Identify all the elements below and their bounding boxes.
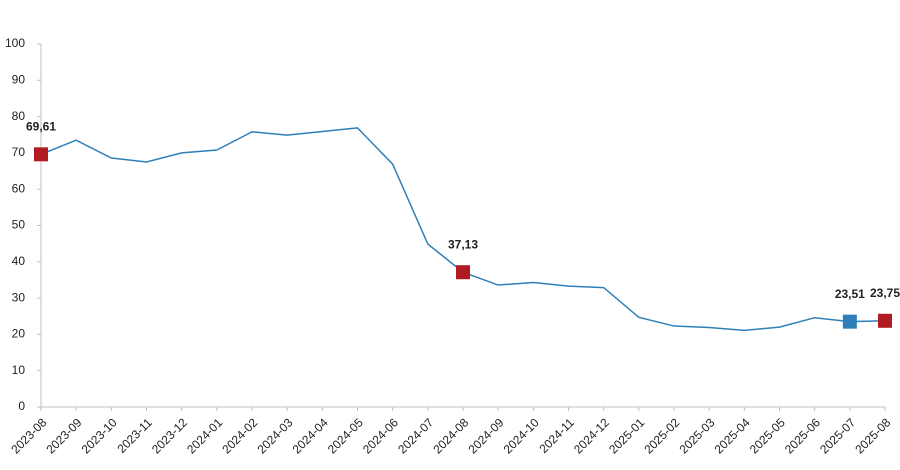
value-label: 23,75 (870, 286, 900, 300)
y-tick-label: 70 (12, 145, 26, 159)
y-tick-label: 50 (12, 218, 26, 232)
x-tick-label: 2025-08 (852, 415, 893, 456)
line (40, 127, 886, 332)
x-tick-label: 2024-04 (290, 415, 331, 456)
x-tick-label: 2024-10 (501, 415, 542, 456)
value-label: 23,51 (835, 287, 865, 301)
marker (456, 265, 470, 280)
x-tick-label: 2024-11 (536, 415, 577, 456)
y-tick-label: 40 (12, 254, 26, 268)
x-tick-label: 2025-02 (641, 415, 682, 456)
x-tick-label: 2023-12 (149, 415, 190, 456)
y-tick-label: 0 (18, 399, 25, 413)
y-tick-label: 80 (12, 109, 26, 123)
x-tick-label: 2024-01 (184, 415, 225, 456)
marker (878, 313, 892, 328)
y-tick-label: 10 (12, 363, 26, 377)
y-tick-label: 60 (12, 181, 26, 195)
x-tick-label: 2024-08 (430, 415, 471, 456)
value-label: 69,61 (26, 119, 56, 133)
x-tick-label: 2024-07 (395, 415, 436, 456)
x-tick-label: 2023-08 (8, 415, 49, 456)
x-tick-label: 2025-05 (747, 415, 788, 456)
x-tick-label: 2024-12 (571, 415, 612, 456)
value-label: 37,13 (448, 237, 478, 251)
marker (842, 314, 857, 329)
y-tick-label: 100 (5, 36, 25, 50)
x-tick-label: 2024-09 (465, 415, 506, 456)
x-tick-label: 2023-10 (79, 415, 120, 456)
y-tick-label: 90 (12, 72, 26, 86)
x-tick-label: 2024-05 (325, 415, 366, 456)
y-tick-label: 20 (12, 327, 26, 341)
x-tick-label: 2025-04 (712, 415, 753, 456)
x-tick-label: 2024-03 (254, 415, 295, 456)
x-tick-label: 2024-06 (360, 415, 401, 456)
x-tick-label: 2025-06 (782, 415, 823, 456)
x-tick-label: 2025-07 (817, 415, 858, 456)
x-tick-label: 2024-02 (219, 415, 260, 456)
x-tick-label: 2025-01 (606, 415, 647, 456)
x-tick-label: 2023-09 (43, 415, 84, 456)
marker (34, 147, 48, 162)
x-tick-label: 2025-03 (676, 415, 717, 456)
x-tick-label: 2023-11 (114, 415, 155, 456)
y-tick-label: 30 (12, 290, 26, 304)
